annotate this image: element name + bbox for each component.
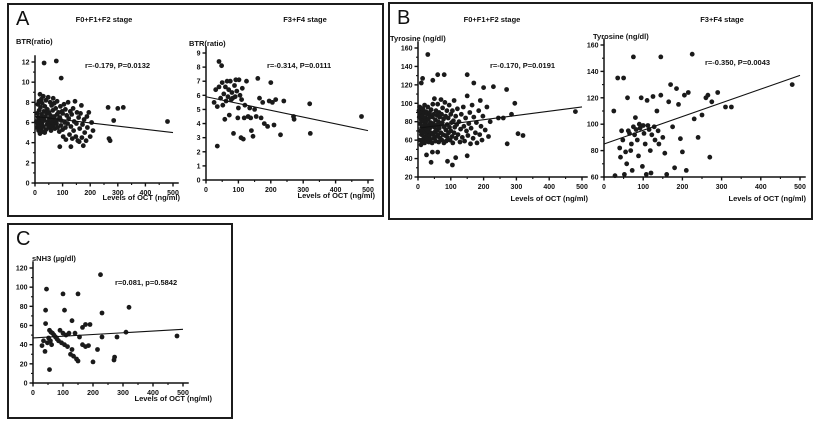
x-axis-label-a-left: Levels of OCT (ng/ml): [102, 193, 180, 202]
x-axis-label-c: Levels of OCT (ng/ml): [134, 394, 212, 403]
y-axis-label-c: sNH3 (µg/dl): [32, 254, 76, 263]
x-axis-label-a-right: Levels of OCT (ng/ml): [297, 191, 375, 200]
x-axis-label-b-left: Levels of OCT (ng/ml): [510, 194, 588, 203]
panel-a-box: [7, 3, 384, 217]
y-axis-label-a-right: BTR(ratio): [189, 39, 226, 48]
correlation-annotation-b-left: r=-0.170, P=0.0191: [490, 61, 556, 70]
x-axis-label-b-right: Levels of OCT (ng/ml): [728, 194, 806, 203]
panel-c-letter: C: [16, 228, 31, 250]
correlation-annotation-a-left: r=-0.179, P=0.0132: [85, 61, 151, 70]
correlation-annotation-c: r=0.081, p=0.5842: [115, 278, 178, 287]
plot-title-b-right: F3+F4 stage: [700, 15, 744, 24]
panel-c-box: [7, 223, 233, 419]
plot-title-a-right: F3+F4 stage: [283, 15, 327, 24]
correlation-annotation-a-right: r=-0.314, P=0.0111: [267, 61, 332, 70]
y-axis-label-b-left: Tyrosine (ng/dl): [390, 34, 446, 43]
panel-a-letter: A: [16, 8, 30, 30]
panel-b-letter: B: [397, 7, 411, 29]
y-axis-label-b-right: Tyrosine (ng/dl): [593, 32, 649, 41]
plot-title-a-left: F0+F1+F2 stage: [75, 15, 133, 24]
y-axis-label-a-left: BTR(ratio): [16, 37, 53, 46]
correlation-annotation-b-right: r=-0.350, P=0.0043: [705, 58, 771, 67]
plot-title-b-left: F0+F1+F2 stage: [463, 15, 521, 24]
